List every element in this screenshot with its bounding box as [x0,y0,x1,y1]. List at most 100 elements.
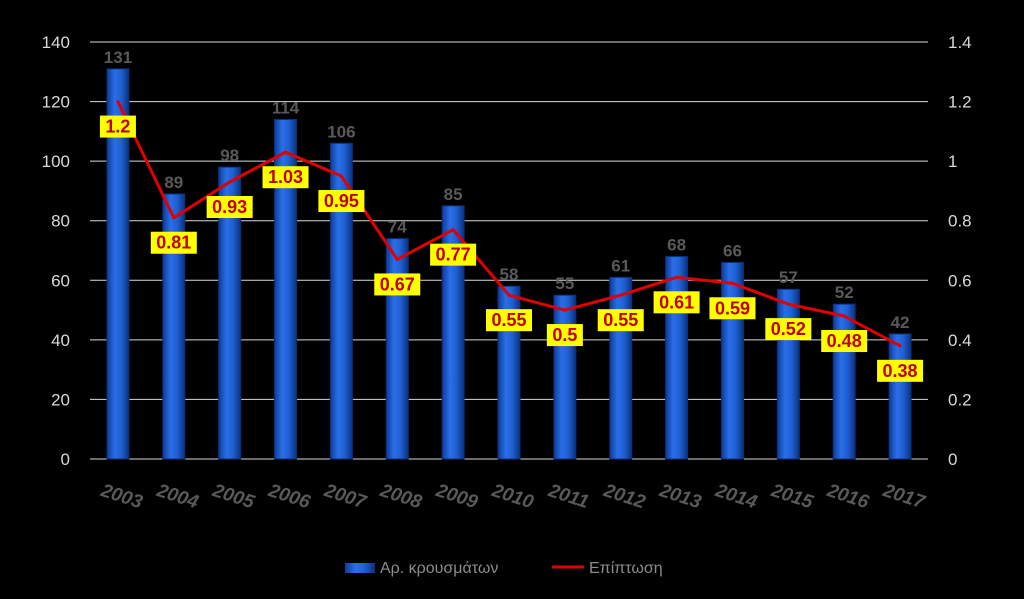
bar-value-label: 66 [723,241,742,260]
line-point [842,314,846,318]
line-point [339,174,343,178]
line-value-label-text: 0.48 [827,331,862,351]
line-value-label-text: 0.52 [771,319,806,339]
bar-value-label: 55 [555,274,574,293]
line-point [116,100,120,104]
line-point [730,281,734,285]
line-value-label-text: 1.2 [105,117,130,137]
line-point [395,257,399,261]
bar-value-label: 98 [220,146,239,165]
line-point [451,228,455,232]
x-tick-label: 2003 [97,480,145,513]
line-value-label: 0.52 [765,318,812,341]
line-value-label: 0.67 [374,273,421,296]
line-value-label: 0.5 [546,324,583,347]
line-point [228,180,232,184]
bar [329,142,353,460]
y-left-tick-label: 60 [51,271,70,290]
line-value-label: 1.2 [99,115,136,138]
line-data-labels: 1.2 0.81 0.93 1.03 0.95 0.67 0.77 0.55 0.5 0.55 0.… [99,115,924,382]
y-right-tick-label: 1 [948,152,957,171]
bar [106,68,130,460]
line-value-label-bg [318,190,365,213]
line-point [172,216,176,220]
left-axis-ticks: 0 20 40 60 80 100 120 140 [42,33,70,469]
bar [665,255,689,460]
bar-value-label: 131 [104,48,132,67]
line-value-label-text: 1.03 [268,167,303,187]
x-tick-label: 2005 [209,480,257,513]
line-value-label-bg [709,297,756,320]
bar [441,205,465,460]
legend-item-line: Επίπτωση [552,560,663,577]
bar [720,261,744,460]
line-value-label-text: 0.81 [156,233,191,253]
x-tick-label: 2007 [321,480,370,514]
bar-value-label: 106 [327,122,355,141]
y-right-tick-label: 0 [948,450,957,469]
legend-bar-swatch [345,563,375,573]
y-right-tick-label: 1.2 [948,93,972,112]
x-tick-label: 2010 [488,480,536,513]
legend-line-label: Επίπτωση [589,560,663,577]
line-value-label: 0.77 [430,243,477,266]
line-value-label-text: 0.93 [212,197,247,217]
legend-bar-label: Αρ. κρουσμάτων [380,560,498,577]
y-right-tick-label: 0.2 [948,390,972,409]
line-value-label-bg [206,195,253,218]
line-value-label: 0.95 [318,190,365,213]
bar [553,294,577,460]
line-value-label-text: 0.77 [436,245,471,265]
line-value-label: 1.03 [262,166,309,189]
x-tick-label: 2017 [879,480,928,514]
line-value-label-bg [765,318,812,341]
line-value-label-text: 0.55 [603,310,638,330]
line-value-label-bg [374,273,421,296]
bar-value-label: 85 [444,185,463,204]
x-tick-label: 2009 [433,480,481,513]
line-value-label: 0.38 [877,359,924,382]
y-right-tick-label: 0.6 [948,271,972,290]
x-tick-label: 2012 [600,480,648,513]
bar [162,193,186,460]
line-value-label-bg [877,359,924,382]
line-value-label-text: 0.59 [715,298,750,318]
bar [218,166,242,460]
x-tick-label: 2016 [824,480,872,513]
x-tick-label: 2006 [265,480,313,513]
y-left-tick-label: 20 [51,390,70,409]
line-value-label-bg [262,166,309,189]
line-value-label-bg [486,309,532,332]
bar-value-label: 114 [272,98,300,117]
line-value-label: 0.48 [821,330,868,353]
bar-data-labels: 131 89 98 114 106 74 85 58 55 61 68 66 57 52 42 [104,48,910,332]
line-value-label-bg [430,243,477,266]
bar [385,238,409,460]
line-series [116,100,902,348]
bar-value-label: 57 [779,268,798,287]
x-tick-label: 2004 [153,480,201,513]
bar [274,118,298,460]
bar-value-label: 74 [388,218,407,237]
x-axis-ticks: 2003 2004 2005 2006 2007 2008 2009 2010 2011 2012… [97,480,928,514]
line-value-label-text: 0.38 [883,361,918,381]
y-left-tick-label: 140 [42,33,70,52]
line-value-label-bg [99,115,136,138]
line-value-label: 0.93 [206,195,253,218]
x-tick-label: 2011 [545,480,591,513]
legend-item-bars: Αρ. κρουσμάτων [345,560,498,577]
line-value-label: 0.81 [150,231,197,254]
line-value-label-text: 0.5 [552,325,577,345]
x-tick-label: 2013 [656,480,704,513]
bar [832,303,856,460]
line-value-label: 0.55 [486,309,532,332]
legend: Αρ. κρουσμάτων Επίπτωση [345,560,663,577]
y-right-tick-label: 1.4 [948,33,972,52]
x-tick-label: 2015 [768,480,816,513]
line-point [507,293,511,297]
x-tick-label: 2014 [712,480,760,513]
bar-value-label: 58 [500,265,519,284]
bar-value-label: 68 [667,235,686,254]
line-point [675,275,679,279]
bar-value-label: 61 [611,256,630,275]
